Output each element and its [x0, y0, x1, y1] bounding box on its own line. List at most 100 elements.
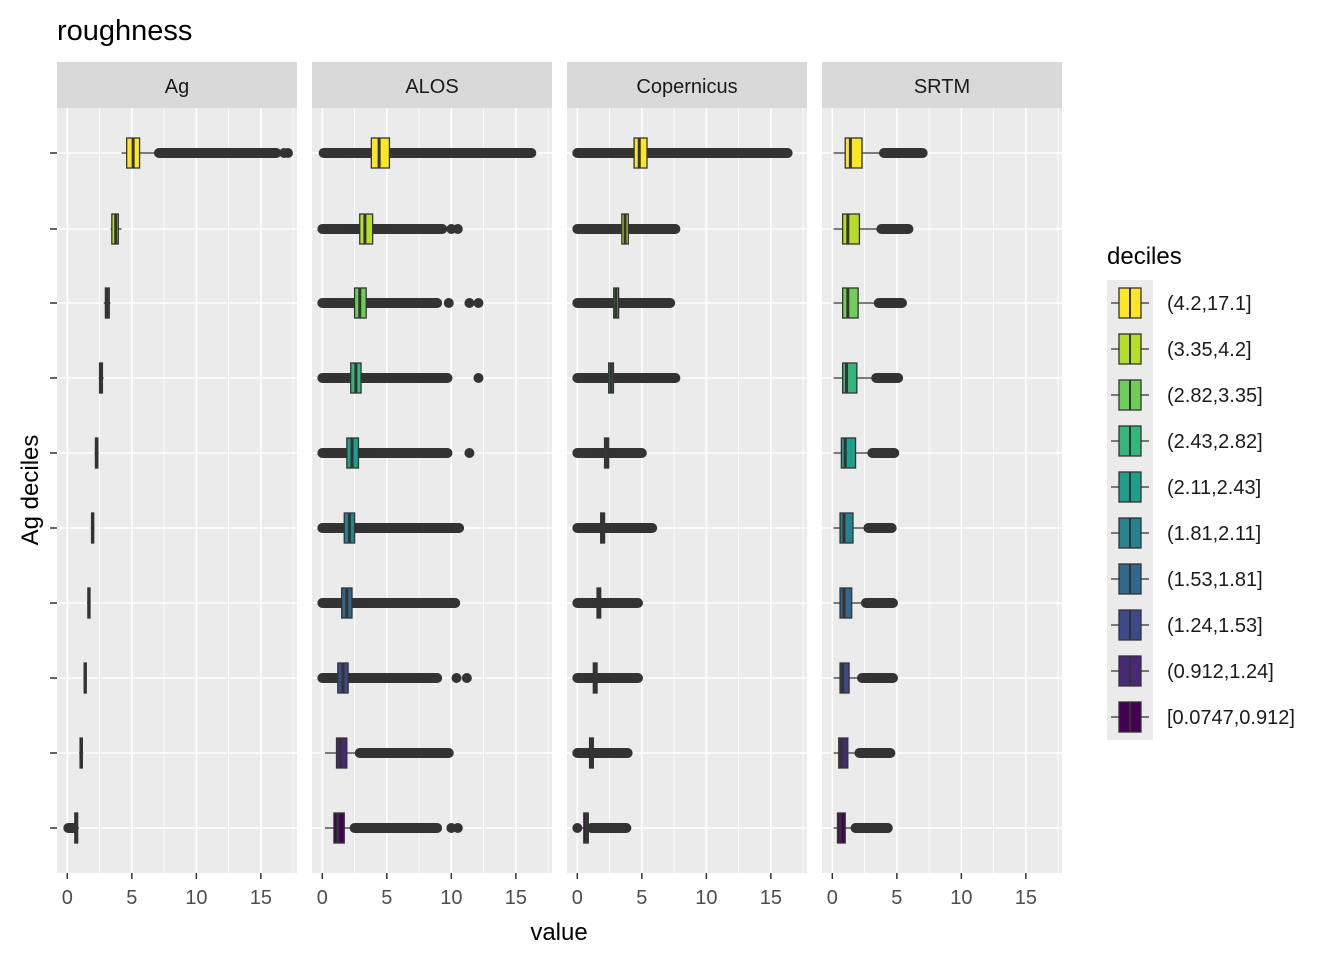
- box-alos-2-82-3-35: [317, 287, 484, 319]
- legend-entry-1-81-2-11: (1.81,2.11]: [1107, 510, 1261, 556]
- box-srtm-4-2-17-1: [833, 137, 928, 169]
- x-tick-label-ag: 15: [250, 887, 272, 909]
- x-axis-title: value: [530, 919, 587, 946]
- box-copernicus-1-81-2-11: [572, 512, 658, 544]
- x-tick-label-srtm: 5: [891, 887, 902, 909]
- legend-label-0-0747-0-912: [0.0747,0.912]: [1167, 707, 1295, 729]
- box-ag-2-11-2-43: [94, 437, 99, 469]
- box-srtm-2-43-2-82: [833, 362, 904, 394]
- box-ag-2-43-2-82: [98, 362, 104, 394]
- box-ag-2-82-3-35: [103, 287, 111, 319]
- outlier-point-copernicus-0-0747-0-912: [572, 823, 583, 833]
- x-tick-label-ag: 0: [62, 887, 73, 909]
- box-copernicus-2-82-3-35: [572, 287, 676, 319]
- legend-entry-0-0747-0-912: [0.0747,0.912]: [1107, 694, 1295, 740]
- facet-strip-srtm: [822, 62, 1062, 108]
- box-rect-srtm-2-11-2-43: [840, 437, 857, 469]
- box-alos-2-43-2-82: [317, 362, 484, 394]
- box-copernicus-2-11-2-43: [572, 437, 647, 469]
- box-copernicus-0-0747-0-912: [572, 812, 632, 844]
- box-alos-1-53-1-81: [317, 587, 461, 619]
- legend-entry-3-35-4-2: (3.35,4.2]: [1107, 326, 1252, 372]
- legend-entry-1-24-1-53: (1.24,1.53]: [1107, 602, 1263, 648]
- x-tick-label-alos: 0: [317, 887, 328, 909]
- outlier-point-alos-2-82-3-35: [473, 298, 484, 308]
- legend-title: deciles: [1107, 243, 1182, 270]
- box-alos-0-912-1-24: [324, 737, 454, 769]
- x-tick-label-srtm: 0: [827, 887, 838, 909]
- legend: deciles (4.2,17.1] (3.35,4.2] (2.82,3.35] (…: [1107, 243, 1295, 740]
- facet-strip-label-ag: Ag: [165, 76, 189, 98]
- legend-entry-0-912-1-24: (0.912,1.24]: [1107, 648, 1274, 694]
- x-tick-label-ag: 10: [185, 887, 207, 909]
- box-alos-2-11-2-43: [317, 437, 475, 469]
- facet-strip-ag: [57, 62, 297, 108]
- box-srtm-2-11-2-43: [833, 437, 900, 469]
- outlier-point-alos-2-11-2-43: [464, 448, 475, 458]
- box-alos-1-24-1-53: [317, 662, 472, 694]
- panel-bg-copernicus: [567, 108, 807, 873]
- box-srtm-1-81-2-11: [833, 512, 897, 544]
- x-tick-label-alos: 10: [440, 887, 462, 909]
- x-tick-label-alos: 15: [505, 887, 527, 909]
- facet-strip-label-srtm: SRTM: [914, 76, 970, 98]
- box-srtm-3-35-4-2: [833, 213, 914, 245]
- box-ag-0-0747-0-912: [63, 812, 80, 844]
- legend-entry-4-2-17-1: (4.2,17.1]: [1107, 280, 1252, 326]
- box-alos-4-2-17-1: [318, 137, 537, 169]
- facet-copernicus: Copernicus 0 5 10 15: [567, 62, 807, 909]
- box-srtm-1-24-1-53: [833, 662, 898, 694]
- facet-strip-label-copernicus: Copernicus: [636, 76, 737, 98]
- box-copernicus-1-24-1-53: [572, 662, 643, 694]
- facets-layer: Ag 0 5 10 15 ALOS 0 5 10 15 Copernicus 0 5 10 15 SRTM 0 5…: [50, 62, 1062, 909]
- y-axis-title: Ag deciles: [17, 435, 44, 546]
- box-ag-4-2-17-1: [121, 137, 293, 169]
- facet-strip-label-alos: ALOS: [405, 76, 458, 98]
- legend-entry-1-53-1-81: (1.53,1.81]: [1107, 556, 1263, 602]
- legend-label-0-912-1-24: (0.912,1.24]: [1167, 661, 1274, 683]
- legend-entry-2-82-3-35: (2.82,3.35]: [1107, 372, 1263, 418]
- facet-alos: ALOS 0 5 10 15: [312, 62, 552, 909]
- box-rect-srtm-1-53-1-81: [839, 587, 853, 619]
- outlier-point-ag-4-2-17-1: [282, 148, 293, 158]
- x-tick-label-copernicus: 15: [760, 887, 782, 909]
- legend-label-2-82-3-35: (2.82,3.35]: [1167, 385, 1263, 407]
- legend-label-4-2-17-1: (4.2,17.1]: [1167, 293, 1252, 315]
- x-tick-label-copernicus: 0: [572, 887, 583, 909]
- box-rect-srtm-1-81-2-11: [839, 512, 854, 544]
- outlier-point-alos-1-24-1-53: [451, 673, 462, 683]
- box-srtm-0-912-1-24: [833, 737, 896, 769]
- box-alos-0-0747-0-912: [324, 812, 463, 844]
- box-alos-1-81-2-11: [317, 512, 465, 544]
- legend-entry-2-43-2-82: (2.43,2.82]: [1107, 418, 1263, 464]
- legend-label-2-43-2-82: (2.43,2.82]: [1167, 431, 1263, 453]
- legend-label-1-81-2-11: (1.81,2.11]: [1167, 523, 1261, 545]
- facet-ag: Ag 0 5 10 15: [57, 62, 297, 909]
- x-tick-label-copernicus: 10: [695, 887, 717, 909]
- box-rect-srtm-2-82-3-35: [841, 287, 859, 319]
- box-rect-srtm-2-43-2-82: [841, 362, 858, 394]
- legend-entry-2-11-2-43: (2.11,2.43]: [1107, 464, 1261, 510]
- facet-strip-copernicus: [567, 62, 807, 108]
- x-tick-label-alos: 5: [381, 887, 392, 909]
- legend-label-1-24-1-53: (1.24,1.53]: [1167, 615, 1263, 637]
- panel-bg-ag: [57, 108, 297, 873]
- box-srtm-1-53-1-81: [833, 587, 898, 619]
- outlier-point-alos-2-82-3-35: [443, 298, 454, 308]
- box-rect-srtm-0-912-1-24: [838, 737, 849, 769]
- box-copernicus-1-53-1-81: [572, 587, 643, 619]
- box-rect-srtm-1-24-1-53: [839, 662, 850, 694]
- outlier-point-alos-2-43-2-82: [473, 373, 484, 383]
- box-ag-3-35-4-2: [110, 213, 122, 245]
- box-copernicus-0-912-1-24: [572, 737, 633, 769]
- box-srtm-2-82-3-35: [833, 287, 907, 319]
- x-tick-label-copernicus: 5: [636, 887, 647, 909]
- outlier-point-alos-0-0747-0-912: [452, 823, 463, 833]
- box-copernicus-3-35-4-2: [572, 213, 681, 245]
- box-srtm-0-0747-0-912: [833, 812, 893, 844]
- legend-label-1-53-1-81: (1.53,1.81]: [1167, 569, 1263, 591]
- x-tick-label-ag: 5: [126, 887, 137, 909]
- box-ag-0-912-1-24: [79, 737, 84, 769]
- facet-strip-alos: [312, 62, 552, 108]
